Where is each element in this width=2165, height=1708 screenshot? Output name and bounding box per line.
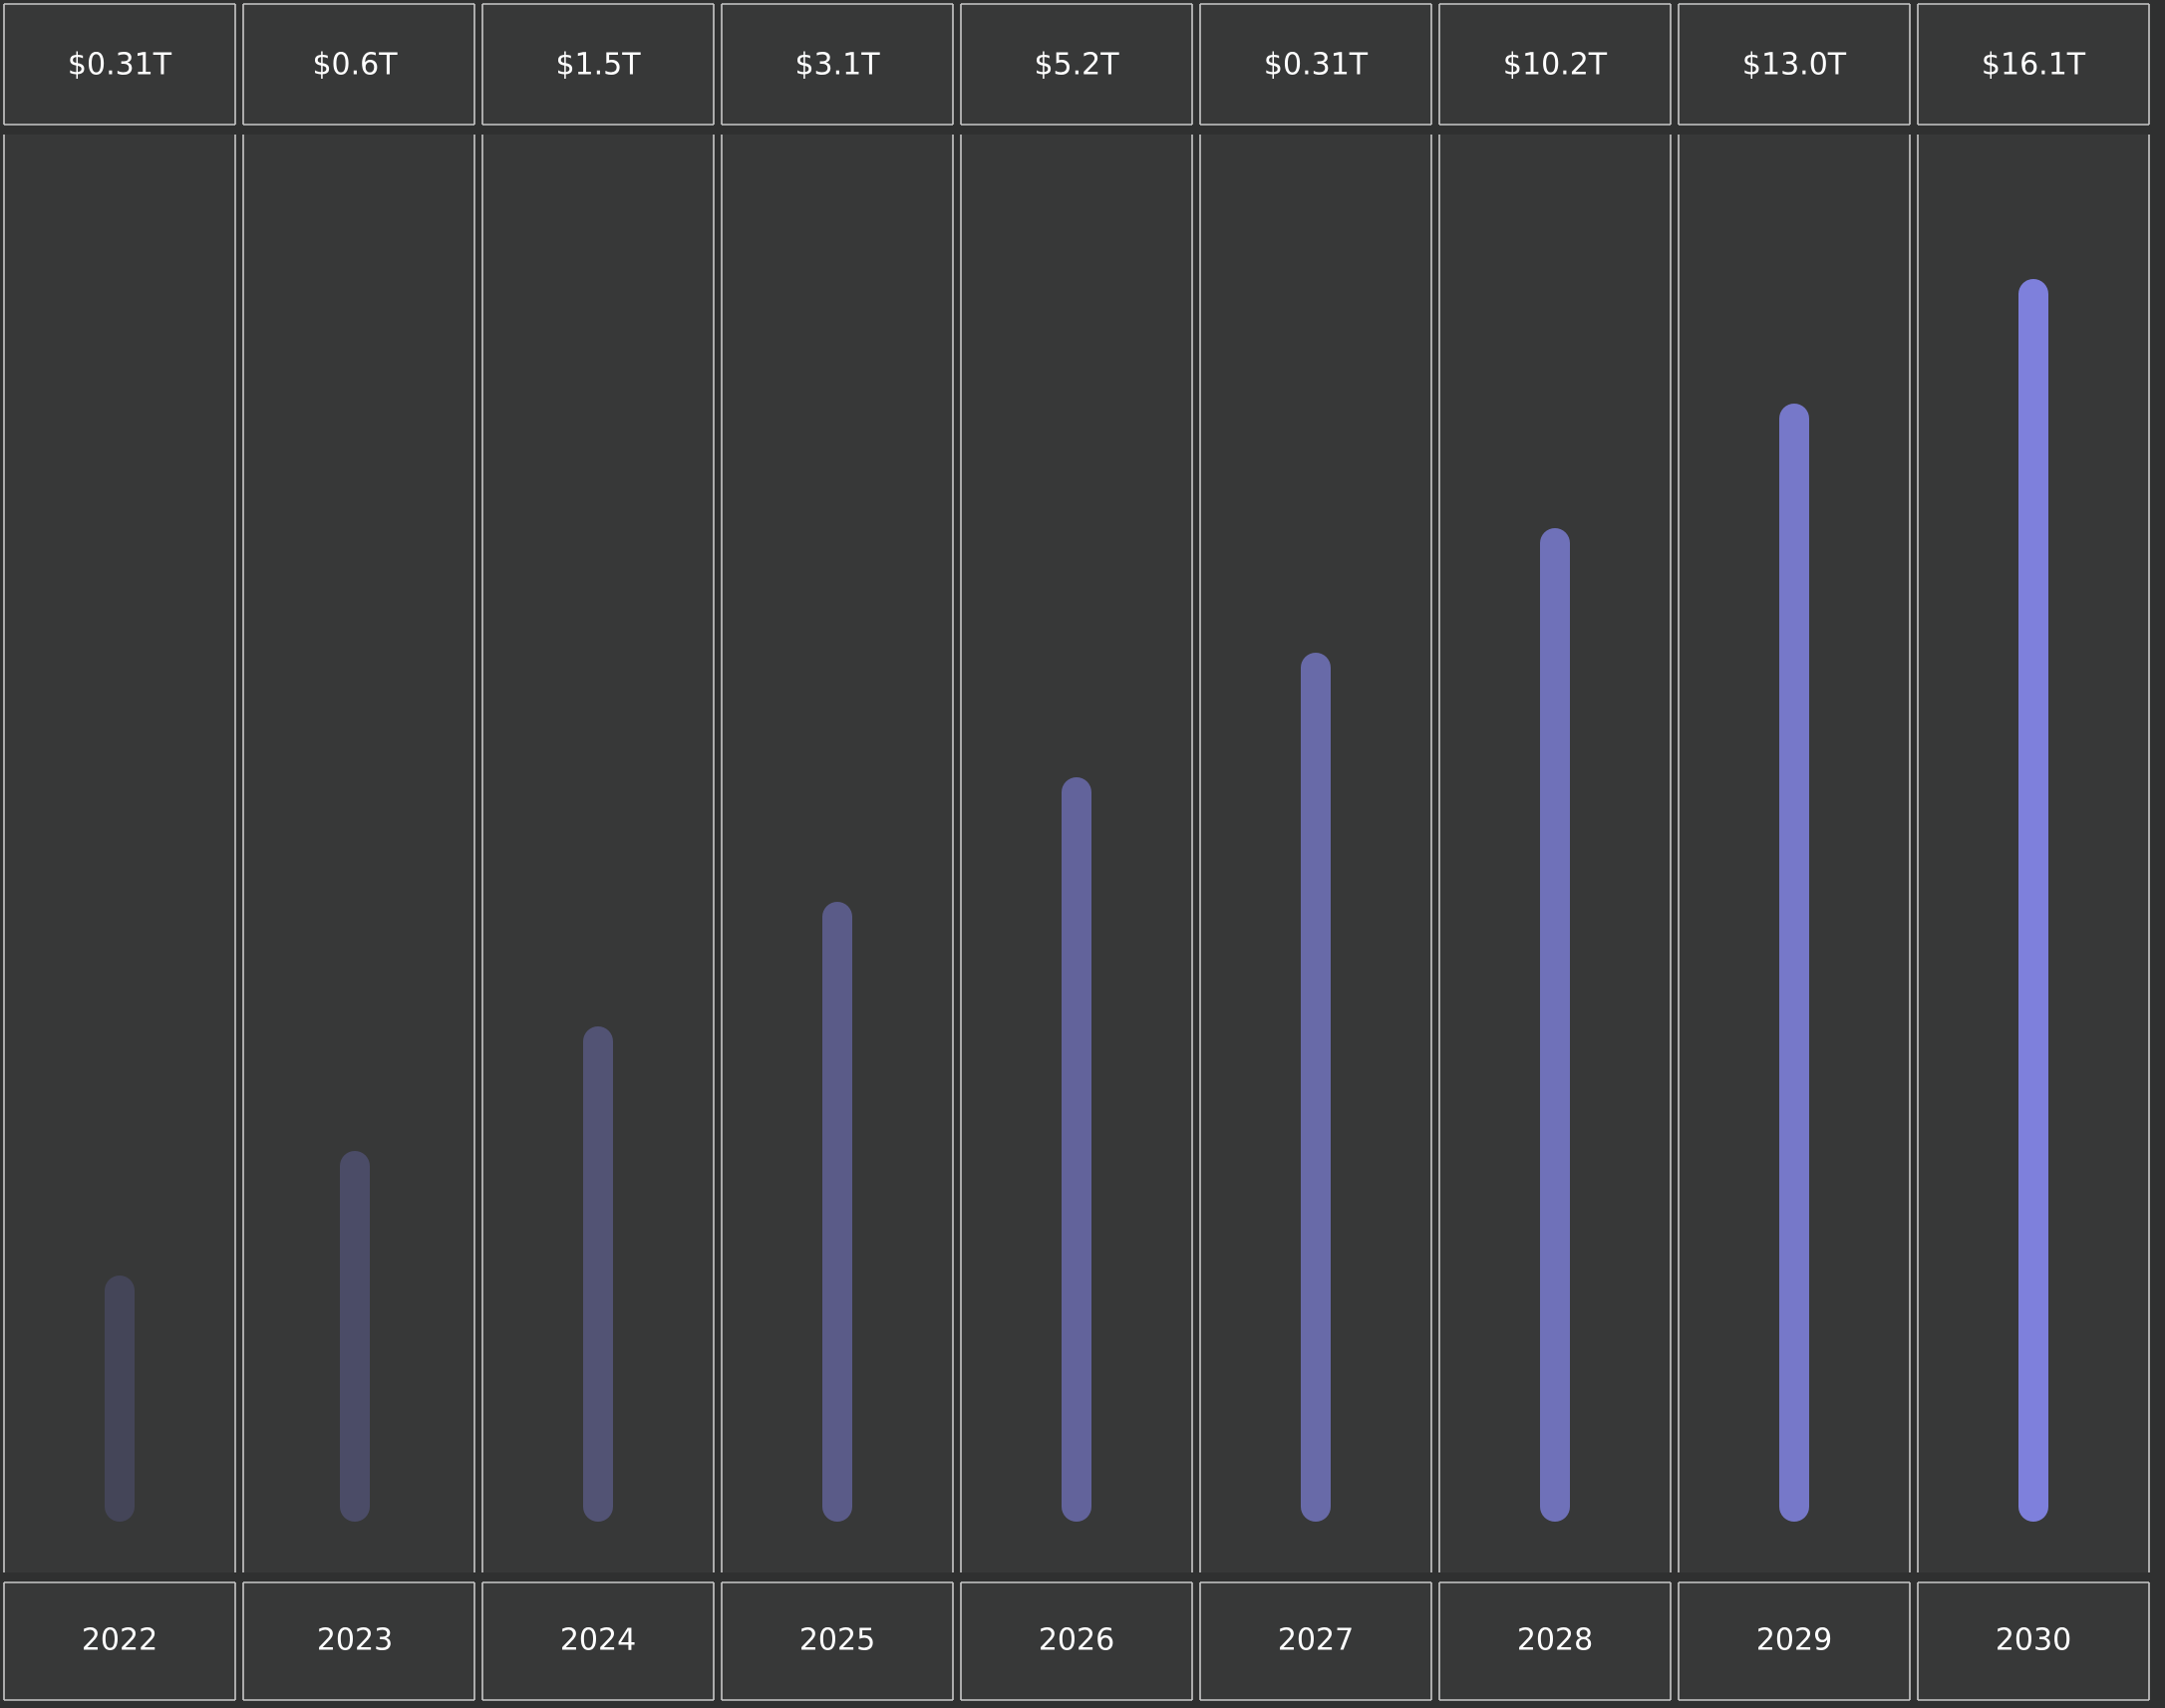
cell-border [1678, 3, 1911, 126]
year-label: 2023 [317, 1623, 393, 1658]
chart-column: $1.5T 2024 [481, 3, 715, 1701]
bar-2026 [1062, 777, 1091, 1522]
cell-border [3, 1581, 236, 1701]
value-label: $1.5T [555, 48, 641, 83]
cell-border [1917, 135, 2150, 1572]
bar-2023 [340, 1151, 370, 1522]
cell-border [960, 3, 1193, 126]
bar-2025 [822, 902, 852, 1522]
value-label: $16.1T [1982, 48, 2086, 83]
value-label: $0.6T [312, 48, 398, 83]
year-label: 2022 [82, 1623, 157, 1658]
cell-border [721, 3, 954, 126]
bar-2030 [2018, 279, 2048, 1522]
value-label: $5.2T [1034, 48, 1119, 83]
value-cell [1679, 4, 1910, 125]
year-cell [1679, 1582, 1910, 1700]
cell-border [481, 1581, 715, 1701]
cell-border [1438, 1581, 1672, 1701]
chart-column: $10.2T 2028 [1438, 3, 1672, 1701]
year-label: 2025 [799, 1623, 875, 1658]
cell-border [1678, 135, 1911, 1572]
chart-column: $0.6T 2023 [242, 3, 475, 1701]
cell-border [1917, 3, 2150, 126]
cell-border [721, 1581, 954, 1701]
cell-border [242, 3, 475, 126]
bar-2024 [583, 1026, 613, 1522]
bar-2022 [105, 1276, 135, 1522]
cell-border [1199, 3, 1432, 126]
value-cell [482, 4, 714, 125]
value-label: $0.31T [1264, 48, 1369, 83]
value-label: $0.31T [68, 48, 172, 83]
year-label: 2024 [560, 1623, 636, 1658]
chart-column: $0.31T 2022 [3, 3, 236, 1701]
value-cell [961, 4, 1192, 125]
year-cell [482, 1582, 714, 1700]
year-cell [243, 1582, 474, 1700]
cell-border [3, 135, 236, 1572]
year-cell [1439, 1582, 1671, 1700]
cell-border [1917, 1581, 2150, 1701]
cell-border [960, 1581, 1193, 1701]
cell-border [1438, 135, 1672, 1572]
chart-columns: $0.31T 2022 $0.6T 2023 $1.5T 2024 $3.1T 2025 $5.… [3, 3, 2150, 1701]
value-label: $3.1T [794, 48, 880, 83]
chart-column: $0.31T 2027 [1199, 3, 1432, 1701]
year-label: 2028 [1517, 1623, 1593, 1658]
value-cell [243, 4, 474, 125]
cell-border [960, 135, 1193, 1572]
cell-border [1199, 135, 1432, 1572]
cell-border [1678, 1581, 1911, 1701]
cell-border [481, 3, 715, 126]
year-cell [4, 1582, 235, 1700]
cell-border [721, 135, 954, 1572]
cell-border [1438, 3, 1672, 126]
bar-2028 [1540, 528, 1570, 1522]
chart-column: $5.2T 2026 [960, 3, 1193, 1701]
value-cell [722, 4, 953, 125]
year-cell [1200, 1582, 1431, 1700]
year-label: 2029 [1756, 1623, 1832, 1658]
cell-border [1199, 1581, 1432, 1701]
year-label: 2030 [1996, 1623, 2071, 1658]
cell-border [481, 135, 715, 1572]
year-cell [722, 1582, 953, 1700]
year-label: 2026 [1039, 1623, 1114, 1658]
value-cell [1918, 4, 2149, 125]
bar-2029 [1779, 404, 1809, 1522]
value-label: $13.0T [1742, 48, 1847, 83]
year-cell [1918, 1582, 2149, 1700]
year-cell [961, 1582, 1192, 1700]
cell-border [242, 1581, 475, 1701]
value-label: $10.2T [1503, 48, 1608, 83]
cell-border [242, 135, 475, 1572]
year-label: 2027 [1278, 1623, 1354, 1658]
bar-2027 [1301, 653, 1331, 1522]
chart-column: $16.1T 2030 [1917, 3, 2150, 1701]
value-cell [1200, 4, 1431, 125]
value-cell [1439, 4, 1671, 125]
chart-column: $3.1T 2025 [721, 3, 954, 1701]
chart-column: $13.0T 2029 [1678, 3, 1911, 1701]
cell-border [3, 3, 236, 126]
value-cell [4, 4, 235, 125]
